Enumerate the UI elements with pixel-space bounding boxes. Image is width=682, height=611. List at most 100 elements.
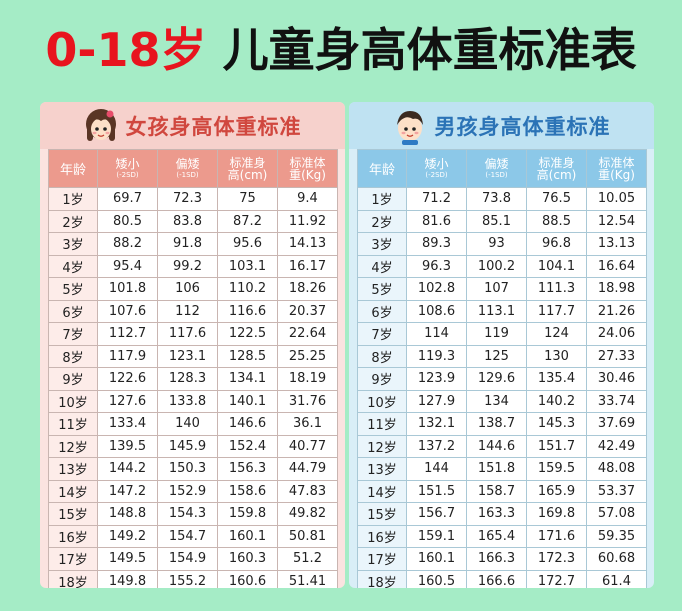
value-cell: 166.3 <box>466 547 527 571</box>
value-cell: 30.46 <box>586 367 647 391</box>
value-cell: 101.8 <box>97 277 158 301</box>
value-cell: 44.79 <box>277 457 338 481</box>
column-header-below-avg: 偏矮 (-1SD) <box>157 149 218 188</box>
boy-avatar-icon <box>396 110 423 145</box>
value-cell: 103.1 <box>217 254 278 278</box>
value-cell: 51.41 <box>277 569 338 588</box>
value-cell: 130 <box>526 344 587 368</box>
value-cell: 172.3 <box>526 547 587 571</box>
value-cell: 140.1 <box>217 389 278 413</box>
table-row: 16岁 149.2 154.7 160.1 50.81 <box>48 524 338 548</box>
value-cell: 53.37 <box>586 479 647 503</box>
value-cell: 160.1 <box>217 524 278 548</box>
title-main: 儿童身高体重标准表 <box>222 23 637 77</box>
value-cell: 16.17 <box>277 254 338 278</box>
value-cell: 129.6 <box>466 367 527 391</box>
value-cell: 20.37 <box>277 299 338 323</box>
table-row: 2岁 80.5 83.8 87.2 11.92 <box>48 209 338 233</box>
table-row: 17岁 160.1 166.3 172.3 60.68 <box>357 547 647 571</box>
value-cell: 73.8 <box>466 187 527 211</box>
value-cell: 12.54 <box>586 209 647 233</box>
value-cell: 151.8 <box>466 457 527 481</box>
value-cell: 10.05 <box>586 187 647 211</box>
value-cell: 133.8 <box>157 389 218 413</box>
girl-table-header-row: 年龄 矮小 (-2SD) 偏矮 (-1SD) 标准身 高(cm) 标准体 重(Kg) <box>48 149 338 188</box>
value-cell: 159.1 <box>406 524 467 548</box>
value-cell: 72.3 <box>157 187 218 211</box>
column-header-std-height: 标准身 高(cm) <box>526 149 587 188</box>
value-cell: 112.7 <box>97 322 158 346</box>
age-cell: 17岁 <box>48 547 98 571</box>
value-cell: 159.8 <box>217 502 278 526</box>
table-row: 6岁 107.6 112 116.6 20.37 <box>48 299 338 323</box>
value-cell: 119 <box>466 322 527 346</box>
table-row: 14岁 151.5 158.7 165.9 53.37 <box>357 479 647 503</box>
value-cell: 123.1 <box>157 344 218 368</box>
table-row: 12岁 137.2 144.6 151.7 42.49 <box>357 434 647 458</box>
value-cell: 93 <box>466 232 527 256</box>
value-cell: 13.13 <box>586 232 647 256</box>
table-row: 1岁 71.2 73.8 76.5 10.05 <box>357 187 647 211</box>
age-cell: 1岁 <box>357 187 407 211</box>
table-row: 3岁 88.2 91.8 95.6 14.13 <box>48 232 338 256</box>
table-row: 8岁 119.3 125 130 27.33 <box>357 344 647 368</box>
value-cell: 47.83 <box>277 479 338 503</box>
value-cell: 108.6 <box>406 299 467 323</box>
value-cell: 95.6 <box>217 232 278 256</box>
value-cell: 137.2 <box>406 434 467 458</box>
table-row: 13岁 144.2 150.3 156.3 44.79 <box>48 457 338 481</box>
value-cell: 50.81 <box>277 524 338 548</box>
table-row: 9岁 123.9 129.6 135.4 30.46 <box>357 367 647 391</box>
boy-panel: 男孩身高体重标准 年龄 矮小 (-2SD) 偏矮 (-1SD) 标准身 高(cm) 标… <box>349 102 654 588</box>
value-cell: 27.33 <box>586 344 647 368</box>
value-cell: 16.64 <box>586 254 647 278</box>
value-cell: 144.6 <box>466 434 527 458</box>
value-cell: 160.3 <box>217 547 278 571</box>
value-cell: 21.26 <box>586 299 647 323</box>
value-cell: 156.7 <box>406 502 467 526</box>
value-cell: 88.2 <box>97 232 158 256</box>
table-row: 13岁 144 151.8 159.5 48.08 <box>357 457 647 481</box>
age-cell: 5岁 <box>48 277 98 301</box>
value-cell: 24.06 <box>586 322 647 346</box>
value-cell: 25.25 <box>277 344 338 368</box>
value-cell: 148.8 <box>97 502 158 526</box>
table-row: 7岁 114 119 124 24.06 <box>357 322 647 346</box>
table-row: 6岁 108.6 113.1 117.7 21.26 <box>357 299 647 323</box>
age-cell: 6岁 <box>48 299 98 323</box>
age-cell: 18岁 <box>357 569 407 588</box>
value-cell: 128.3 <box>157 367 218 391</box>
table-row: 8岁 117.9 123.1 128.5 25.25 <box>48 344 338 368</box>
girl-avatar-icon <box>85 108 116 141</box>
value-cell: 151.5 <box>406 479 467 503</box>
value-cell: 99.2 <box>157 254 218 278</box>
value-cell: 107 <box>466 277 527 301</box>
value-cell: 18.19 <box>277 367 338 391</box>
value-cell: 36.1 <box>277 412 338 436</box>
value-cell: 37.69 <box>586 412 647 436</box>
value-cell: 33.74 <box>586 389 647 413</box>
age-cell: 15岁 <box>48 502 98 526</box>
value-cell: 154.9 <box>157 547 218 571</box>
value-cell: 112 <box>157 299 218 323</box>
value-cell: 171.6 <box>526 524 587 548</box>
age-cell: 12岁 <box>357 434 407 458</box>
value-cell: 119.3 <box>406 344 467 368</box>
table-row: 15岁 156.7 163.3 169.8 57.08 <box>357 502 647 526</box>
value-cell: 113.1 <box>466 299 527 323</box>
value-cell: 102.8 <box>406 277 467 301</box>
value-cell: 122.5 <box>217 322 278 346</box>
value-cell: 140 <box>157 412 218 436</box>
table-row: 5岁 102.8 107 111.3 18.98 <box>357 277 647 301</box>
age-cell: 16岁 <box>357 524 407 548</box>
value-cell: 123.9 <box>406 367 467 391</box>
age-cell: 7岁 <box>48 322 98 346</box>
value-cell: 156.3 <box>217 457 278 481</box>
age-cell: 13岁 <box>357 457 407 481</box>
age-cell: 4岁 <box>48 254 98 278</box>
table-row: 2岁 81.6 85.1 88.5 12.54 <box>357 209 647 233</box>
column-header-std-weight: 标准体 重(Kg) <box>277 149 338 188</box>
age-cell: 2岁 <box>357 209 407 233</box>
age-cell: 11岁 <box>48 412 98 436</box>
value-cell: 96.8 <box>526 232 587 256</box>
